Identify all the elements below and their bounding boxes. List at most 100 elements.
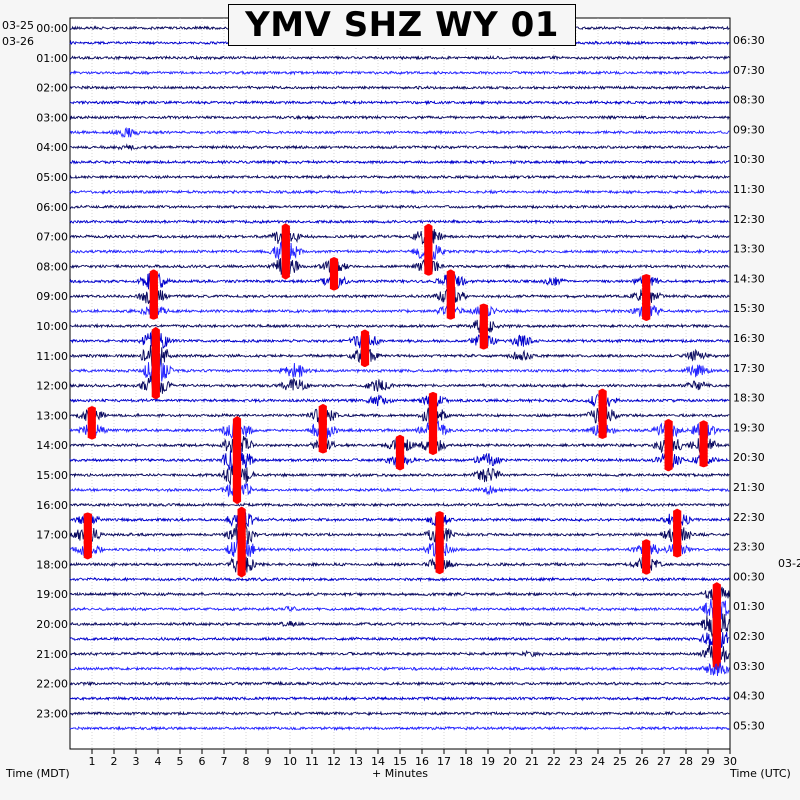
x-tick-label-20: 20: [503, 755, 517, 768]
trace-group: [69, 25, 730, 732]
minute-grid: [91, 18, 709, 749]
right-hour-label-9: 15:30: [733, 302, 765, 315]
trace-21: [69, 329, 730, 352]
trace-11: [69, 188, 730, 195]
left-date-1: 03-26: [2, 35, 34, 48]
x-tick-label-10: 10: [283, 755, 297, 768]
x-tick-label-7: 7: [221, 755, 228, 768]
trace-39: [69, 596, 730, 624]
x-tick-label-9: 9: [265, 755, 272, 768]
left-hour-label-0: 00:00: [36, 22, 68, 35]
trace-22: [69, 342, 730, 368]
x-tick-label-8: 8: [243, 755, 250, 768]
right-hour-label-21: 03:30: [733, 660, 765, 673]
right-hour-labels: 06:30 07:30 08:30 09:30 10:30 11:30 12:30 13:30…: [733, 34, 765, 732]
x-tick-label-24: 24: [591, 755, 605, 768]
trace-31: [69, 478, 730, 501]
trace-3: [69, 69, 730, 76]
x-tick-label-25: 25: [613, 755, 627, 768]
right-axis-label: Time (UTC): [729, 767, 791, 780]
trace-40: [69, 608, 730, 638]
left-hour-label-10: 10:00: [36, 320, 68, 333]
right-hour-label-2: 08:30: [733, 94, 765, 107]
right-hour-label-13: 19:30: [733, 421, 765, 434]
trace-9: [69, 159, 730, 166]
x-tick-label-28: 28: [679, 755, 693, 768]
right-hour-label-3: 09:30: [733, 123, 765, 136]
left-hour-label-17: 17:00: [36, 529, 68, 542]
right-hour-label-6: 12:30: [733, 213, 765, 226]
x-tick-label-27: 27: [657, 755, 671, 768]
right-hour-label-14: 20:30: [733, 451, 765, 464]
right-hour-label-8: 14:30: [733, 272, 765, 285]
x-tick-label-14: 14: [371, 755, 385, 768]
trace-12: [69, 203, 730, 210]
trace-32: [69, 501, 730, 508]
left-hour-label-19: 19:00: [36, 588, 68, 601]
right-hour-label-7: 13:30: [733, 243, 765, 256]
left-hour-label-18: 18:00: [36, 558, 68, 571]
trace-42: [69, 641, 730, 667]
x-tick-label-17: 17: [437, 755, 451, 768]
trace-2: [69, 54, 730, 61]
left-hour-labels: 00:00 01:00 02:00 03:00 04:00 05:00 06:00 07:00…: [36, 22, 68, 720]
x-tick-label-19: 19: [481, 755, 495, 768]
chart-title: YMV SHZ WY 01: [228, 4, 576, 46]
x-tick-label-26: 26: [635, 755, 649, 768]
x-tick-label-30: 30: [723, 755, 737, 768]
x-tick-label-5: 5: [177, 755, 184, 768]
left-hour-label-13: 13:00: [36, 409, 68, 422]
left-hour-label-1: 01:00: [36, 52, 68, 65]
trace-19: [69, 303, 730, 319]
trace-5: [69, 99, 730, 106]
right-hour-label-12: 18:30: [733, 392, 765, 405]
right-hour-label-16: 22:30: [733, 511, 765, 524]
left-hour-label-2: 02:00: [36, 82, 68, 95]
trace-10: [69, 174, 730, 180]
x-tick-label-21: 21: [525, 755, 539, 768]
left-hour-label-8: 08:00: [36, 260, 68, 273]
x-tick-label-6: 6: [199, 755, 206, 768]
left-hour-label-5: 05:00: [36, 171, 68, 184]
x-tick-label-3: 3: [133, 755, 140, 768]
right-hour-label-10: 16:30: [733, 332, 765, 345]
left-hour-label-14: 14:00: [36, 439, 68, 452]
left-hour-label-16: 16:00: [36, 499, 68, 512]
left-hour-label-11: 11:00: [36, 350, 68, 363]
right-hour-label-1: 07:30: [733, 64, 765, 77]
trace-45: [69, 695, 730, 702]
x-tick-label-15: 15: [393, 755, 407, 768]
right-hour-label-0: 06:30: [733, 34, 765, 47]
trace-25: [69, 390, 730, 411]
left-hour-label-21: 21:00: [36, 648, 68, 661]
trace-35: [69, 537, 730, 561]
trace-18: [69, 286, 730, 307]
trace-44: [69, 680, 730, 687]
right-hour-label-15: 21:30: [733, 481, 765, 494]
x-tick-label-1: 1: [89, 755, 96, 768]
x-axis-label: + Minutes: [372, 767, 428, 780]
trace-15: [69, 240, 730, 264]
trace-6: [69, 114, 730, 121]
right-hour-label-5: 11:30: [733, 183, 765, 196]
right-hour-label-11: 17:30: [733, 362, 765, 375]
trace-38: [69, 583, 730, 604]
left-hour-label-20: 20:00: [36, 618, 68, 631]
x-tick-label-29: 29: [701, 755, 715, 768]
left-hour-label-12: 12:00: [36, 380, 68, 393]
left-hour-label-15: 15:00: [36, 469, 68, 482]
x-tick-label-13: 13: [349, 755, 363, 768]
trace-37: [69, 576, 730, 583]
right-hour-label-4: 10:30: [733, 153, 765, 166]
left-hour-label-3: 03:00: [36, 111, 68, 124]
left-hour-label-4: 04:00: [36, 141, 68, 154]
x-tick-label-23: 23: [569, 755, 583, 768]
trace-4: [69, 84, 730, 91]
x-tick-label-12: 12: [327, 755, 341, 768]
trace-43: [69, 662, 730, 677]
trace-17: [69, 271, 730, 290]
x-tick-label-4: 4: [155, 755, 162, 768]
trace-26: [69, 405, 730, 427]
right-hour-label-17: 23:30: [733, 541, 765, 554]
left-hour-label-9: 09:00: [36, 290, 68, 303]
